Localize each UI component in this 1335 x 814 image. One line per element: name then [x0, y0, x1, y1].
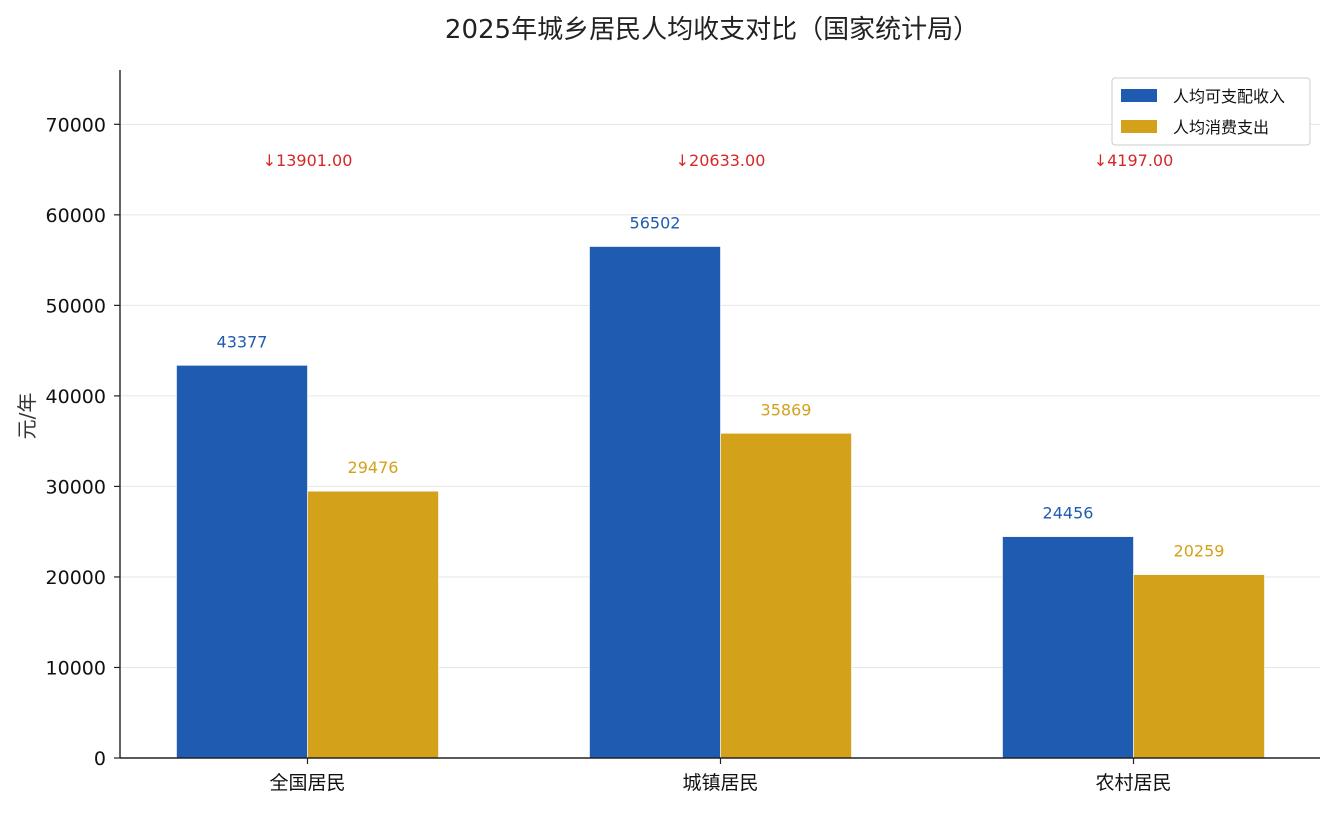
value-label-income: 56502 — [630, 214, 681, 233]
value-label-income: 43377 — [217, 332, 268, 351]
y-axis-label: 元/年 — [15, 393, 39, 440]
y-tick-label: 20000 — [46, 567, 106, 589]
legend-frame — [1111, 77, 1311, 146]
bar-income — [1002, 536, 1134, 759]
bars — [176, 246, 1265, 759]
difference-annotation: ↓4197.00 — [1094, 151, 1174, 170]
bar-spending — [1133, 574, 1265, 759]
difference-annotation: ↓20633.00 — [676, 151, 766, 170]
value-label-spending: 20259 — [1174, 542, 1225, 561]
y-tick-label: 60000 — [46, 205, 106, 227]
y-tick-label: 30000 — [46, 476, 106, 498]
category-label: 城镇居民 — [682, 772, 758, 794]
category-label: 农村居民 — [1095, 772, 1171, 794]
y-tick-label: 10000 — [46, 657, 106, 679]
legend-label-income: 人均可支配收入 — [1173, 87, 1285, 106]
bar-income — [176, 365, 308, 759]
value-label-income: 24456 — [1043, 504, 1094, 523]
legend-swatch-spending — [1121, 120, 1157, 133]
value-label-spending: 35869 — [761, 400, 812, 419]
y-tick-label: 50000 — [46, 295, 106, 317]
legend-label-spending: 人均消费支出 — [1173, 118, 1269, 137]
y-tick-label: 70000 — [46, 114, 106, 136]
y-tick-label: 40000 — [46, 386, 106, 408]
legend-swatch-income — [1121, 89, 1157, 102]
legend: 人均可支配收入 人均消费支出 — [1111, 77, 1311, 146]
difference-annotation: ↓13901.00 — [263, 151, 353, 170]
axes: 0 10000 20000 30000 40000 50000 60000 70000 全国居民… — [46, 70, 1320, 794]
value-label-spending: 29476 — [348, 458, 399, 477]
y-tick-label: 0 — [94, 748, 106, 770]
chart-title: 2025年城乡居民人均收支对比（国家统计局） — [445, 15, 979, 45]
labels: 43377 56502 24456 29476 35869 20259 ↓13901.00 ↓… — [217, 151, 1225, 561]
bar-spending — [720, 432, 852, 759]
category-label: 全国居民 — [269, 772, 345, 794]
bar-income — [589, 246, 721, 759]
bar-spending — [307, 490, 439, 759]
